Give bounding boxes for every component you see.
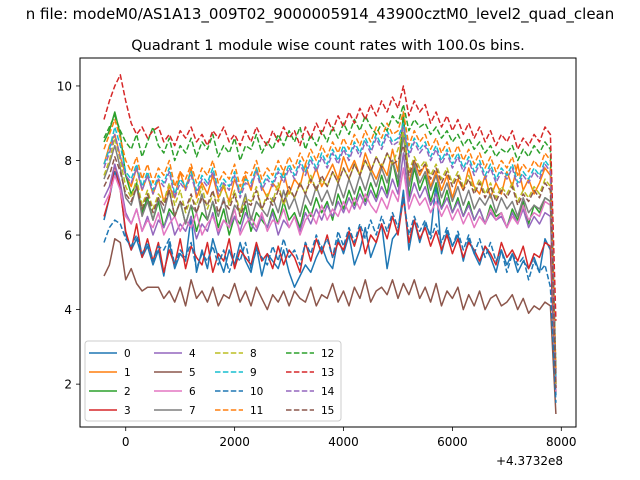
series-line-3 xyxy=(103,163,557,388)
series-line-4 xyxy=(103,152,557,388)
chart-title: Quadrant 1 module wise count rates with … xyxy=(131,38,525,54)
x-tick-label: 0 xyxy=(122,435,130,449)
x-tick-label: 6000 xyxy=(437,435,468,449)
legend-label-1: 1 xyxy=(124,367,131,379)
y-tick-label: 4 xyxy=(64,303,72,317)
legend-label-0: 0 xyxy=(124,348,131,360)
legend-label-9: 9 xyxy=(250,367,257,379)
y-tick-label: 8 xyxy=(64,154,72,168)
y-tick-label: 10 xyxy=(57,79,72,93)
legend-box xyxy=(84,340,342,422)
series-line-10 xyxy=(103,197,557,403)
legend-label-8: 8 xyxy=(250,348,257,360)
legend-label-5: 5 xyxy=(189,367,196,379)
x-offset-label: +4.3732e8 xyxy=(496,454,563,468)
x-tick-label: 2000 xyxy=(219,435,250,449)
legend-label-11: 11 xyxy=(250,405,263,417)
series-line-13 xyxy=(103,74,557,321)
legend-label-6: 6 xyxy=(189,386,196,398)
legend-label-10: 10 xyxy=(250,386,263,398)
series-line-12 xyxy=(103,103,557,374)
legend-label-14: 14 xyxy=(321,386,335,398)
series-line-11 xyxy=(103,111,557,370)
legend-label-7: 7 xyxy=(189,405,196,417)
series-line-8 xyxy=(103,129,557,385)
x-tick-label: 4000 xyxy=(328,435,359,449)
series-line-14 xyxy=(103,126,557,381)
series-line-15 xyxy=(103,144,557,388)
legend-label-4: 4 xyxy=(189,348,196,360)
legend-label-15: 15 xyxy=(321,405,334,417)
series-line-0 xyxy=(103,170,557,396)
series-layer xyxy=(103,74,557,415)
figure-suptitle: n file: modeM0/AS1A13_009T02_9000005914_… xyxy=(26,5,615,24)
legend-label-3: 3 xyxy=(124,405,131,417)
series-line-6 xyxy=(103,167,557,392)
legend-label-13: 13 xyxy=(321,367,334,379)
series-line-5 xyxy=(103,238,557,415)
x-tick-label: 8000 xyxy=(546,435,577,449)
legend-label-12: 12 xyxy=(321,348,334,360)
plot-frame xyxy=(79,57,577,428)
series-line-7 xyxy=(103,133,557,385)
y-tick-label: 2 xyxy=(64,378,72,392)
legend-label-2: 2 xyxy=(124,386,131,398)
y-tick-label: 6 xyxy=(64,229,72,243)
series-line-9 xyxy=(103,122,557,377)
